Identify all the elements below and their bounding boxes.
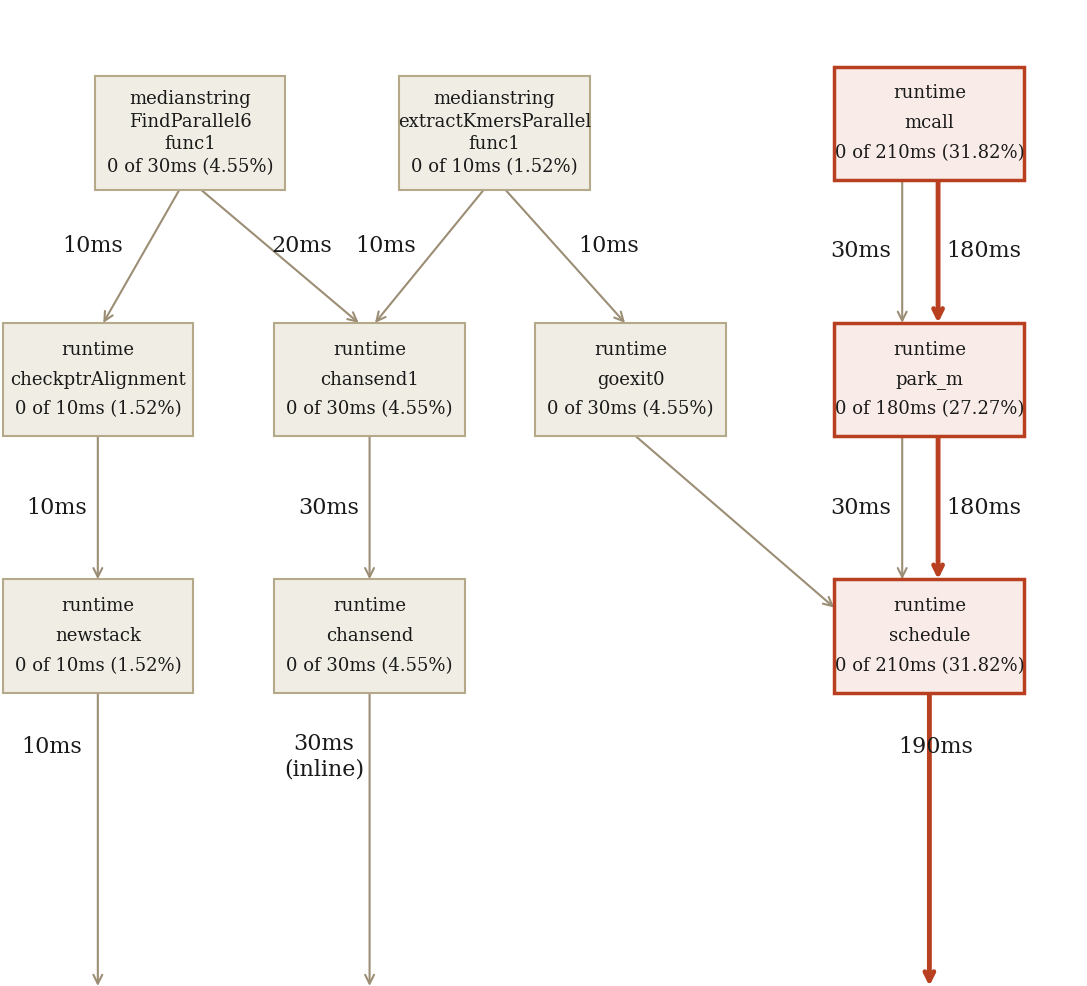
FancyBboxPatch shape [835,580,1024,692]
Text: func1: func1 [468,135,521,154]
FancyBboxPatch shape [835,67,1024,180]
Text: checkptrAlignment: checkptrAlignment [10,371,186,388]
Text: 10ms: 10ms [62,236,123,257]
Text: 0 of 210ms (31.82%): 0 of 210ms (31.82%) [835,657,1024,674]
Text: runtime: runtime [594,341,667,359]
FancyBboxPatch shape [3,580,193,692]
FancyBboxPatch shape [3,323,193,436]
FancyBboxPatch shape [96,77,285,189]
Text: runtime: runtime [892,341,966,359]
Text: 30ms: 30ms [830,241,891,262]
Text: 10ms: 10ms [22,736,83,758]
FancyBboxPatch shape [400,77,589,189]
Text: medianstring: medianstring [434,91,555,108]
Text: 0 of 10ms (1.52%): 0 of 10ms (1.52%) [411,158,578,176]
Text: func1: func1 [164,135,216,154]
Text: runtime: runtime [892,85,966,103]
Text: 10ms: 10ms [26,497,87,519]
Text: chansend: chansend [326,627,413,645]
Text: 20ms: 20ms [272,236,332,257]
Text: runtime: runtime [892,598,966,615]
Text: extractKmersParallel: extractKmersParallel [398,112,591,131]
Text: goexit0: goexit0 [597,371,664,388]
Text: schedule: schedule [889,627,970,645]
Text: 30ms
(inline): 30ms (inline) [284,733,364,781]
Text: 10ms: 10ms [578,236,639,257]
Text: 0 of 180ms (27.27%): 0 of 180ms (27.27%) [835,400,1024,418]
FancyBboxPatch shape [275,580,465,692]
Text: 0 of 30ms (4.55%): 0 of 30ms (4.55%) [286,400,453,418]
Text: 0 of 30ms (4.55%): 0 of 30ms (4.55%) [286,657,453,674]
Text: newstack: newstack [54,627,141,645]
Text: runtime: runtime [333,341,407,359]
Text: runtime: runtime [61,598,135,615]
FancyBboxPatch shape [535,323,726,436]
Text: park_m: park_m [896,370,963,389]
Text: 180ms: 180ms [947,497,1021,519]
Text: 30ms: 30ms [298,497,359,519]
Text: 30ms: 30ms [830,497,891,519]
Text: 0 of 10ms (1.52%): 0 of 10ms (1.52%) [14,657,182,674]
Text: 190ms: 190ms [899,736,973,758]
Text: 10ms: 10ms [355,236,416,257]
Text: 0 of 10ms (1.52%): 0 of 10ms (1.52%) [14,400,182,418]
Text: medianstring: medianstring [129,91,251,108]
Text: runtime: runtime [61,341,135,359]
FancyBboxPatch shape [835,323,1024,436]
Text: 0 of 30ms (4.55%): 0 of 30ms (4.55%) [107,158,274,176]
Text: 0 of 210ms (31.82%): 0 of 210ms (31.82%) [835,144,1024,162]
Text: FindParallel6: FindParallel6 [129,112,251,131]
Text: chansend1: chansend1 [321,371,418,388]
Text: 180ms: 180ms [947,241,1021,262]
FancyBboxPatch shape [275,323,465,436]
Text: 0 of 30ms (4.55%): 0 of 30ms (4.55%) [547,400,714,418]
Text: runtime: runtime [333,598,407,615]
Text: mcall: mcall [904,114,954,132]
